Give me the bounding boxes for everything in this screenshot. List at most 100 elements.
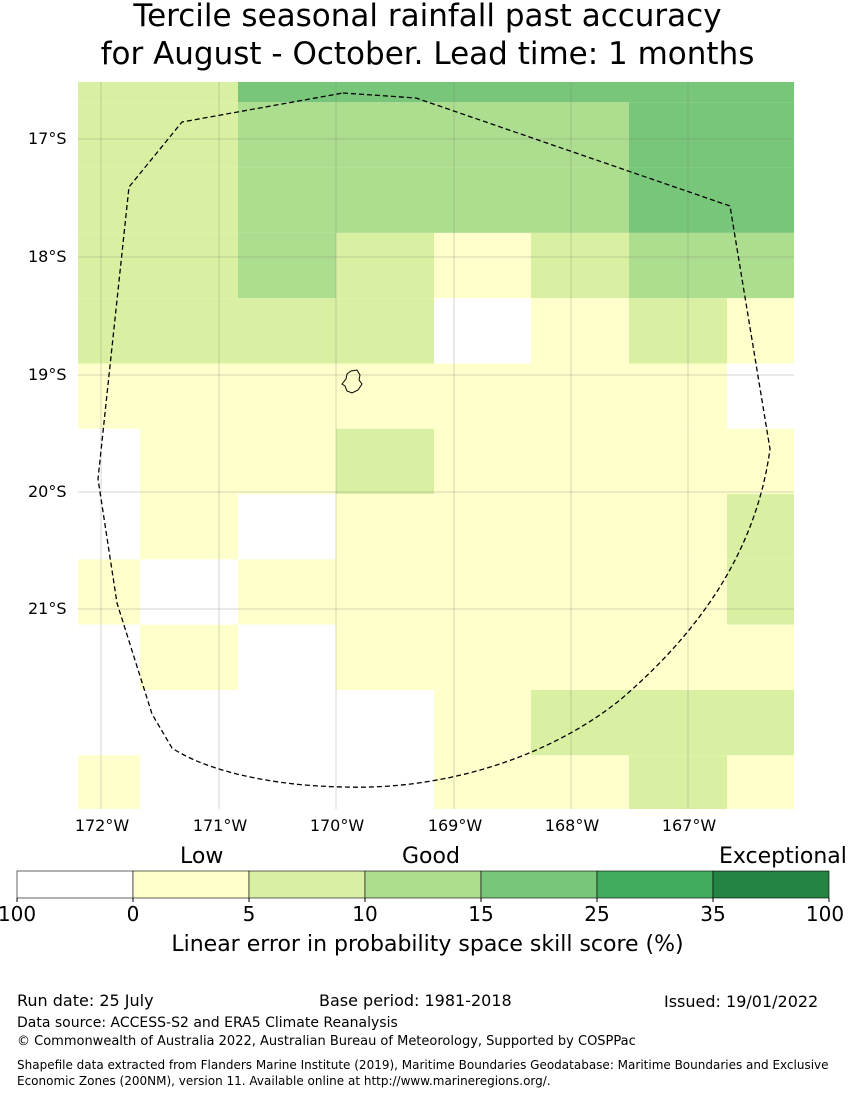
- colorbar-segment: [132, 870, 250, 899]
- lon-label-169w: 169°W: [427, 816, 483, 835]
- grid-cell: [140, 298, 238, 364]
- grid-cell: [78, 232, 140, 299]
- grid-cell: [238, 690, 336, 756]
- grid-cell: [434, 755, 531, 809]
- grid-cell: [629, 232, 727, 299]
- lat-label-21s: 21°S: [28, 599, 67, 618]
- grid-cell: [140, 167, 238, 233]
- grid-cell: [140, 755, 238, 809]
- grid-cell: [434, 494, 531, 560]
- grid-cell: [629, 428, 727, 495]
- grid-cell: [727, 167, 794, 233]
- map-title-line1: Tercile seasonal rainfall past accuracy: [133, 0, 722, 34]
- grid-cell: [140, 82, 238, 103]
- grid-cell: [78, 82, 140, 103]
- grid-cell: [78, 298, 140, 364]
- grid-cell: [727, 232, 794, 299]
- grid-cell: [336, 167, 434, 233]
- lon-label-172w: 172°W: [74, 816, 130, 835]
- run-date: Run date: 25 July: [17, 991, 154, 1010]
- grid-cell: [238, 494, 336, 560]
- colorbar-tick-label: 35: [700, 902, 726, 926]
- lon-label-168w: 168°W: [544, 816, 600, 835]
- data-source: Data source: ACCESS-S2 and ERA5 Climate …: [17, 1015, 398, 1031]
- lon-label-171w: 171°W: [192, 816, 248, 835]
- grid-cell: [434, 363, 531, 429]
- grid-cell: [727, 298, 794, 364]
- grid-cell: [140, 559, 238, 625]
- grid-cell: [238, 559, 336, 625]
- grid-cell: [727, 82, 794, 103]
- grid-cell: [531, 428, 629, 495]
- grid-cell: [336, 624, 434, 690]
- grid-cell: [629, 755, 727, 809]
- grid-cell: [78, 690, 140, 756]
- colorbar-category-good: Good: [402, 844, 460, 869]
- eez-boundary: [97, 92, 771, 788]
- grid-cell: [140, 102, 238, 168]
- grid-cell: [238, 298, 336, 364]
- grid-cell: [727, 624, 794, 690]
- grid-cell: [434, 298, 531, 364]
- map-title-line2: for August - October. Lead time: 1 month…: [100, 36, 755, 72]
- lon-label-170w: 170°W: [309, 816, 365, 835]
- grid-cell: [531, 82, 629, 103]
- grid-cell: [727, 755, 794, 809]
- grid-cell: [140, 363, 238, 429]
- colorbar-category-low: Low: [180, 844, 224, 869]
- colorbar-tick-label: 0: [126, 902, 140, 926]
- grid-cell: [336, 363, 434, 429]
- grid-cell: [336, 494, 434, 560]
- lat-label-17s: 17°S: [28, 129, 67, 148]
- grid-cell: [434, 232, 531, 299]
- grid-cell: [629, 494, 727, 560]
- grid-cell: [78, 624, 140, 690]
- grid-cell: [531, 624, 629, 690]
- grid-cell: [531, 494, 629, 560]
- grid-cell: [629, 167, 727, 233]
- grid-cell: [531, 690, 629, 756]
- grid-cell: [727, 102, 794, 168]
- colorbar-category-exceptional: Exceptional: [719, 844, 847, 869]
- shapefile-credit: Shapefile data extracted from Flanders M…: [17, 1058, 829, 1088]
- grid-cell: [727, 363, 794, 429]
- grid-cell: [78, 167, 140, 233]
- grid-cell: [78, 102, 140, 168]
- grid-cell: [629, 559, 727, 625]
- colorbar-tick-label: 10: [352, 902, 378, 926]
- grid-cell: [336, 232, 434, 299]
- grid-cell: [336, 298, 434, 364]
- grid-cell: [531, 298, 629, 364]
- grid-cell: [531, 232, 629, 299]
- grid-cell: [727, 559, 794, 625]
- niue-island-outline: [341, 369, 363, 394]
- grid-cell: [238, 755, 336, 809]
- grid-cell: [531, 755, 629, 809]
- colorbar-segment: [364, 870, 482, 899]
- grid-cell: [434, 82, 531, 103]
- grid-cell: [727, 690, 794, 756]
- colorbar: [16, 870, 830, 902]
- grid-cell: [238, 363, 336, 429]
- colorbar-segment: [248, 870, 366, 899]
- grid-cell: [238, 82, 336, 103]
- lat-label-18s: 18°S: [28, 247, 67, 266]
- grid-cell: [238, 428, 336, 495]
- colorbar-tick-label: 5: [242, 902, 256, 926]
- grid-cell: [629, 624, 727, 690]
- grid-cell: [434, 428, 531, 495]
- colorbar-segment: [480, 870, 598, 899]
- grid-cell: [140, 428, 238, 495]
- grid-cell: [140, 624, 238, 690]
- graticule: [78, 82, 794, 809]
- grid-cell: [140, 232, 238, 299]
- grid-cell: [140, 494, 238, 560]
- lat-label-20s: 20°S: [28, 482, 67, 501]
- grid-cell: [434, 624, 531, 690]
- grid-cell: [629, 690, 727, 756]
- lat-label-19s: 19°S: [28, 365, 67, 384]
- colorbar-tick-label: 100: [805, 902, 845, 926]
- grid-cell: [78, 428, 140, 495]
- issued-date: Issued: 19/01/2022: [664, 992, 819, 1011]
